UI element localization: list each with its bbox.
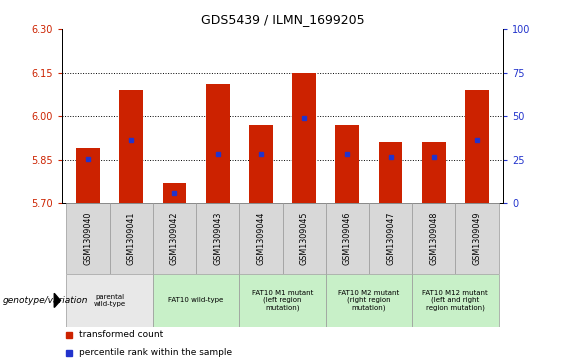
Bar (206, 84, 229, 203)
Bar (153, 203, 196, 274)
Bar (422, 142, 446, 203)
Bar (465, 90, 489, 203)
Bar (67, 203, 110, 274)
Bar (240, 274, 325, 327)
Text: GSM1309040: GSM1309040 (84, 212, 93, 265)
Text: transformed count: transformed count (79, 330, 163, 339)
Bar (325, 203, 369, 274)
Bar (379, 142, 402, 203)
Text: genotype/variation: genotype/variation (3, 296, 88, 305)
Bar (282, 203, 325, 274)
Text: GSM1309049: GSM1309049 (472, 212, 481, 265)
Text: FAT10 M12 mutant
(left and right
region mutation): FAT10 M12 mutant (left and right region … (423, 290, 488, 311)
Bar (196, 203, 240, 274)
Text: percentile rank within the sample: percentile rank within the sample (79, 348, 232, 357)
Text: FAT10 M1 mutant
(left region
mutation): FAT10 M1 mutant (left region mutation) (252, 290, 313, 311)
Bar (412, 203, 455, 274)
Bar (119, 90, 143, 203)
Text: parental
wild-type: parental wild-type (94, 294, 126, 307)
Bar (110, 203, 153, 274)
Text: FAT10 wild-type: FAT10 wild-type (168, 297, 224, 303)
Text: GSM1309045: GSM1309045 (299, 212, 308, 265)
Bar (369, 203, 412, 274)
Text: GSM1309043: GSM1309043 (213, 212, 222, 265)
Bar (292, 73, 316, 203)
Bar (153, 274, 240, 327)
Bar (163, 183, 186, 203)
Text: FAT10 M2 mutant
(right region
mutation): FAT10 M2 mutant (right region mutation) (338, 290, 399, 311)
Bar (455, 203, 498, 274)
Text: GSM1309044: GSM1309044 (257, 212, 266, 265)
Polygon shape (54, 293, 60, 307)
Bar (240, 203, 282, 274)
Bar (67, 274, 153, 327)
Title: GDS5439 / ILMN_1699205: GDS5439 / ILMN_1699205 (201, 13, 364, 26)
Bar (249, 125, 273, 203)
Text: GSM1309048: GSM1309048 (429, 212, 438, 265)
Text: GSM1309047: GSM1309047 (386, 212, 395, 265)
Bar (76, 148, 100, 203)
Bar (336, 125, 359, 203)
Text: GSM1309041: GSM1309041 (127, 212, 136, 265)
Text: GSM1309046: GSM1309046 (343, 212, 352, 265)
Text: GSM1309042: GSM1309042 (170, 212, 179, 265)
Bar (325, 274, 412, 327)
Bar (412, 274, 498, 327)
